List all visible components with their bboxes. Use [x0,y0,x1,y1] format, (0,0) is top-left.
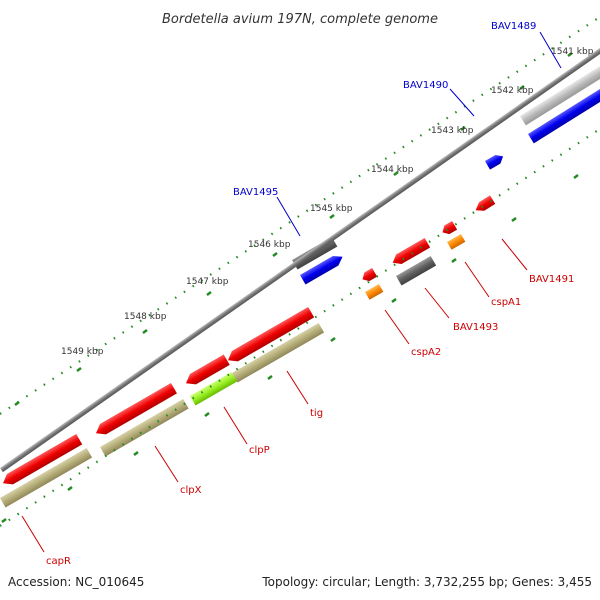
outer-major-ticks [14,52,573,406]
gene-clpP-outer[interactable] [190,372,238,406]
gene-BAV1490-cds[interactable] [485,152,506,170]
gene-label-capR[interactable]: capR [46,556,71,567]
gene-cspA2-cds[interactable] [360,268,378,284]
tick-label: 1546 kbp [248,240,291,250]
gene-BAV1495-cds[interactable] [300,252,345,285]
accession-text: Accession: NC_010645 [8,575,144,589]
gene-label-cspA2[interactable]: cspA2 [411,347,441,358]
gene-clpP-cds[interactable] [183,354,230,389]
tick-label: 1549 kbp [61,347,104,357]
gene-tig-outer[interactable] [232,323,325,383]
tick-label: 1541 kbp [551,47,594,57]
gene-cspA1-rna[interactable] [447,234,466,250]
gene-cspA1-cds[interactable] [440,221,458,237]
gene-clpX-cds[interactable] [93,383,177,438]
gene-label-BAV1493[interactable]: BAV1493 [453,322,498,333]
gene-cspA2-rna[interactable] [365,284,384,300]
tick-label: 1543 kbp [431,126,474,136]
gene-tig-cds[interactable] [225,307,315,365]
tick-label: 1548 kbp [124,312,167,322]
tick-label: 1544 kbp [371,165,414,175]
gene-label-tig[interactable]: tig [310,408,323,419]
gene-BAV1489-cds[interactable] [528,83,600,144]
gene-label-BAV1490[interactable]: BAV1490 [403,80,448,91]
gene-capR-outer[interactable] [0,448,93,508]
gene-BAV1493-cds[interactable] [390,238,431,268]
gene-clpX-outer[interactable] [100,399,189,457]
gene-BAV1493-outer[interactable] [396,256,437,286]
tick-label: 1542 kbp [491,86,534,96]
gene-label-clpX[interactable]: clpX [180,485,202,496]
map-title: Bordetella avium 197N, complete genome [162,12,438,27]
genome-stats-text: Topology: circular; Length: 3,732,255 bp… [261,575,592,589]
genome-backbone [0,32,600,473]
label-leaders [21,31,562,553]
gene-label-cspA1[interactable]: cspA1 [491,297,521,308]
gene-capR-cds[interactable] [0,434,83,488]
gene-label-BAV1495[interactable]: BAV1495 [233,187,278,198]
tick-label: 1547 kbp [186,277,229,287]
gene-label-BAV1491[interactable]: BAV1491 [529,274,574,285]
tick-label: 1545 kbp [310,204,353,214]
gene-BAV1491-cds[interactable] [473,195,496,214]
gene-label-clpP[interactable]: clpP [249,445,270,456]
gene-BAV1489-outer[interactable] [520,63,600,126]
inner-major-ticks [1,174,579,523]
gene-label-BAV1489[interactable]: BAV1489 [491,21,536,32]
